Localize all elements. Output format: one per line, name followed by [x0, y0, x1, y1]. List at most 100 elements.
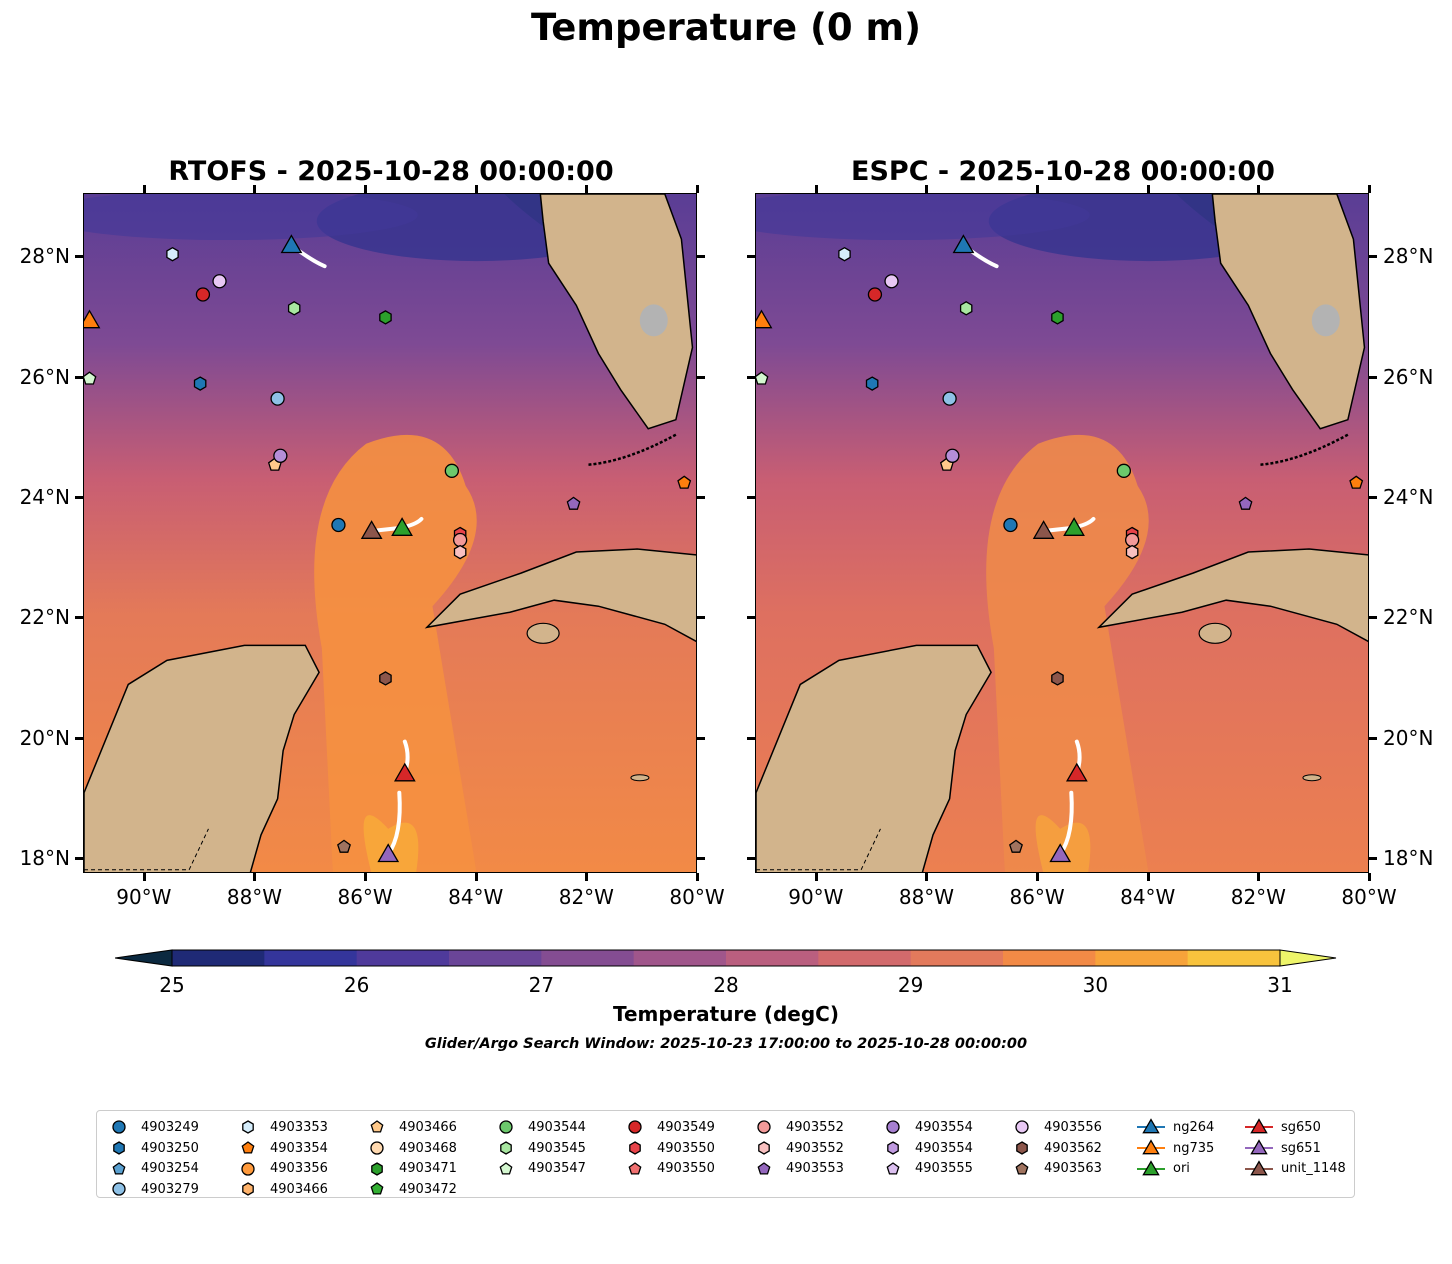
legend-pentagon-icon	[370, 1120, 384, 1133]
lat-tick-label: 26°N	[19, 364, 70, 389]
legend-column: 4903549 4903550 4903550	[619, 1117, 715, 1179]
legend-item: 4903556	[1006, 1117, 1102, 1138]
land-cuba	[424, 548, 696, 643]
lat-tick-label: 24°N	[19, 484, 70, 509]
legend-hexagon-icon	[629, 1141, 641, 1155]
lon-tick-mark	[1146, 185, 1150, 193]
lat-tick-mark	[75, 616, 83, 620]
lat-tick-label: 28°N	[19, 244, 70, 269]
legend-item: 4903552	[748, 1138, 844, 1159]
marker-sg651	[377, 843, 400, 863]
legend-column: 4903249 4903250 4903254 4903279	[103, 1117, 199, 1200]
legend-item: 4903354	[232, 1138, 328, 1159]
legend-marker-icon	[370, 1182, 384, 1195]
lon-tick-mark	[814, 873, 818, 881]
legend-item: 4903466	[232, 1179, 328, 1200]
legend-marker-icon	[112, 1120, 126, 1134]
lon-tick-mark	[142, 873, 146, 881]
legend-pentagon-icon	[370, 1182, 384, 1195]
marker-4903353	[166, 246, 179, 262]
legend-label: 4903279	[141, 1181, 199, 1197]
legend-label: 4903547	[528, 1161, 586, 1177]
legend-label: 4903353	[270, 1119, 328, 1135]
legend-circle-icon	[1015, 1120, 1029, 1134]
land-florida	[1211, 194, 1366, 430]
legend-marker-icon	[757, 1161, 771, 1175]
legend-marker-icon	[370, 1120, 384, 1133]
search-window-text: Glider/Argo Search Window: 2025-10-23 17…	[424, 1036, 1028, 1052]
legend-column: 4903353 4903354 4903356 4903466	[232, 1117, 328, 1200]
marker-4903545	[287, 301, 301, 316]
border-line	[860, 828, 881, 871]
colorbar-segment	[172, 950, 265, 966]
legend-marker-icon	[1137, 1139, 1165, 1155]
marker-4903279	[270, 391, 285, 406]
lon-tick-label: 84°W	[1120, 885, 1176, 909]
legend-pentagon-icon	[1015, 1161, 1029, 1175]
land-yucatan	[84, 644, 320, 872]
legend-label: 4903550	[657, 1161, 715, 1177]
lat-tick-mark	[1369, 255, 1377, 259]
lat-tick-mark	[747, 375, 755, 379]
legend-hexagon-icon	[242, 1182, 254, 1197]
legend-marker-icon	[1015, 1161, 1029, 1175]
lat-tick-mark	[697, 616, 705, 620]
legend-label: 4903562	[1044, 1140, 1102, 1156]
marker-4903471	[379, 310, 392, 325]
marker-4903556	[212, 274, 227, 289]
legend-item: 4903466	[361, 1117, 457, 1138]
marker-4903552	[453, 544, 467, 560]
legend-circle-icon	[370, 1141, 384, 1155]
marker-4903547	[756, 371, 769, 385]
legend-marker-icon	[1016, 1141, 1028, 1155]
legend-label: 4903555	[915, 1161, 973, 1177]
warm-core	[363, 815, 419, 872]
land-keys	[1259, 433, 1349, 467]
lat-tick-mark	[75, 255, 83, 259]
lat-tick-label: 22°N	[1383, 605, 1434, 630]
colorbar-segment	[356, 950, 450, 966]
legend-marker-icon	[1137, 1160, 1165, 1176]
legend-column: 4903466 4903468 4903471 4903472	[361, 1117, 457, 1200]
legend-item: 4903549	[619, 1117, 715, 1138]
lon-tick-mark	[925, 185, 929, 193]
lat-tick-label: 18°N	[1383, 845, 1434, 870]
lon-tick-mark	[1257, 873, 1261, 881]
legend-label: 4903356	[270, 1161, 328, 1177]
legend-label: 4903552	[786, 1119, 844, 1135]
land-isla-juventud	[1198, 622, 1232, 644]
legend-marker-icon	[1245, 1118, 1273, 1134]
legend-label: sg651	[1281, 1140, 1321, 1156]
marker-4903279	[942, 391, 957, 406]
colorbar-segment	[1187, 950, 1281, 966]
legend-pentagon-icon	[757, 1161, 771, 1175]
legend-item: 4903471	[361, 1158, 457, 1179]
legend-item: 4903550	[619, 1158, 715, 1179]
legend-marker-icon	[1245, 1160, 1273, 1176]
legend-marker-icon	[370, 1141, 384, 1155]
marker-4903354	[677, 475, 692, 489]
legend-triangle-icon	[1142, 1118, 1160, 1134]
legend-item: 4903554	[877, 1138, 973, 1159]
map-rtofs[interactable]	[83, 193, 697, 873]
lon-tick-mark	[474, 873, 478, 881]
legend-item: 4903555	[877, 1158, 973, 1179]
legend-hexagon-icon	[500, 1141, 512, 1155]
legend-item: ng264	[1135, 1117, 1214, 1138]
map-espc[interactable]	[755, 193, 1369, 873]
legend-marker-icon	[113, 1141, 125, 1155]
legend-item: 4903279	[103, 1179, 199, 1200]
legend-marker-icon	[629, 1141, 641, 1155]
lake-okeechobee	[639, 304, 668, 337]
legend-marker-icon	[1137, 1118, 1165, 1134]
lat-tick-mark	[747, 495, 755, 499]
legend-label: 4903550	[657, 1140, 715, 1156]
legend-hexagon-icon	[1016, 1141, 1028, 1155]
legend-triangle-icon	[1142, 1160, 1160, 1176]
lon-tick-label: 80°W	[669, 885, 725, 909]
cool-patch	[84, 194, 418, 241]
marker-ori	[391, 517, 413, 536]
legend-marker-icon	[886, 1120, 900, 1134]
legend-pentagon-icon	[628, 1161, 642, 1175]
lon-tick-mark	[1036, 873, 1040, 881]
